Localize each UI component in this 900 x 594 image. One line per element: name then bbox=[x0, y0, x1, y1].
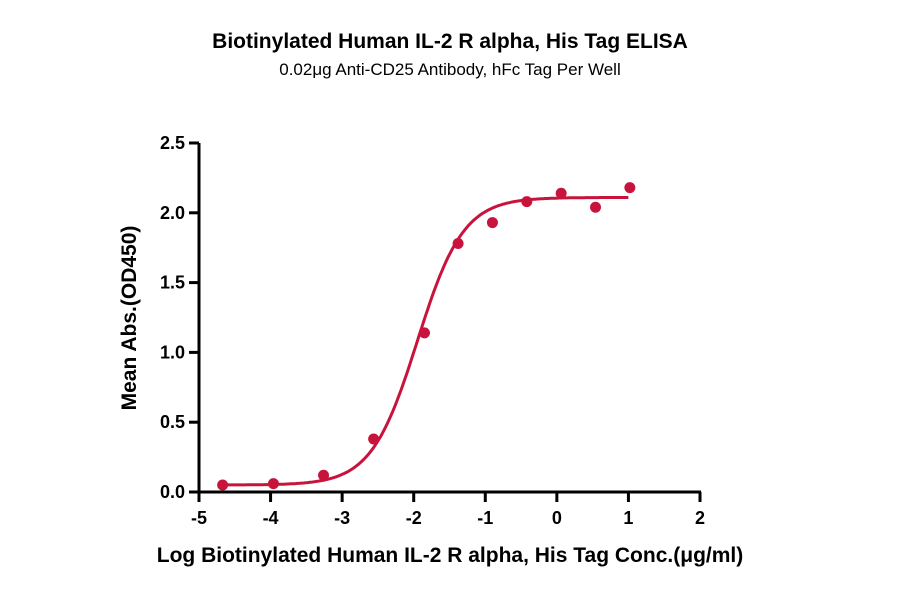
x-tick-label: 0 bbox=[552, 508, 562, 528]
x-tick-label: -2 bbox=[406, 508, 422, 528]
x-tick-label: 1 bbox=[623, 508, 633, 528]
y-tick-label: 0.0 bbox=[160, 482, 185, 502]
data-point bbox=[267, 478, 279, 490]
y-tick-label: 2.5 bbox=[160, 133, 185, 153]
y-tick-label: 1.0 bbox=[160, 342, 185, 362]
data-point bbox=[486, 217, 498, 229]
data-point bbox=[217, 479, 229, 491]
fit-curve bbox=[222, 196, 629, 487]
data-point bbox=[624, 182, 636, 194]
y-tick-label: 2.0 bbox=[160, 203, 185, 223]
x-axis-label: Log Biotinylated Human IL-2 R alpha, His… bbox=[157, 544, 743, 567]
y-axis-label: Mean Abs.(OD450) bbox=[118, 226, 141, 411]
x-tick-label: -5 bbox=[191, 508, 207, 528]
y-tick-label: 0.5 bbox=[160, 412, 185, 432]
data-point bbox=[590, 201, 602, 213]
data-point bbox=[521, 196, 533, 208]
x-tick-label: -3 bbox=[334, 508, 350, 528]
data-point bbox=[318, 469, 330, 481]
y-tick-label: 1.5 bbox=[160, 273, 185, 293]
data-point bbox=[555, 187, 567, 199]
data-point bbox=[452, 238, 464, 250]
data-point bbox=[368, 433, 380, 445]
chart-title: Biotinylated Human IL-2 R alpha, His Tag… bbox=[212, 30, 688, 53]
data-point bbox=[418, 327, 430, 339]
x-tick-label: 2 bbox=[695, 508, 705, 528]
chart-subtitle: 0.02μg Anti-CD25 Antibody, hFc Tag Per W… bbox=[279, 60, 621, 79]
x-tick-label: -4 bbox=[263, 508, 279, 528]
x-tick-label: -1 bbox=[477, 508, 493, 528]
